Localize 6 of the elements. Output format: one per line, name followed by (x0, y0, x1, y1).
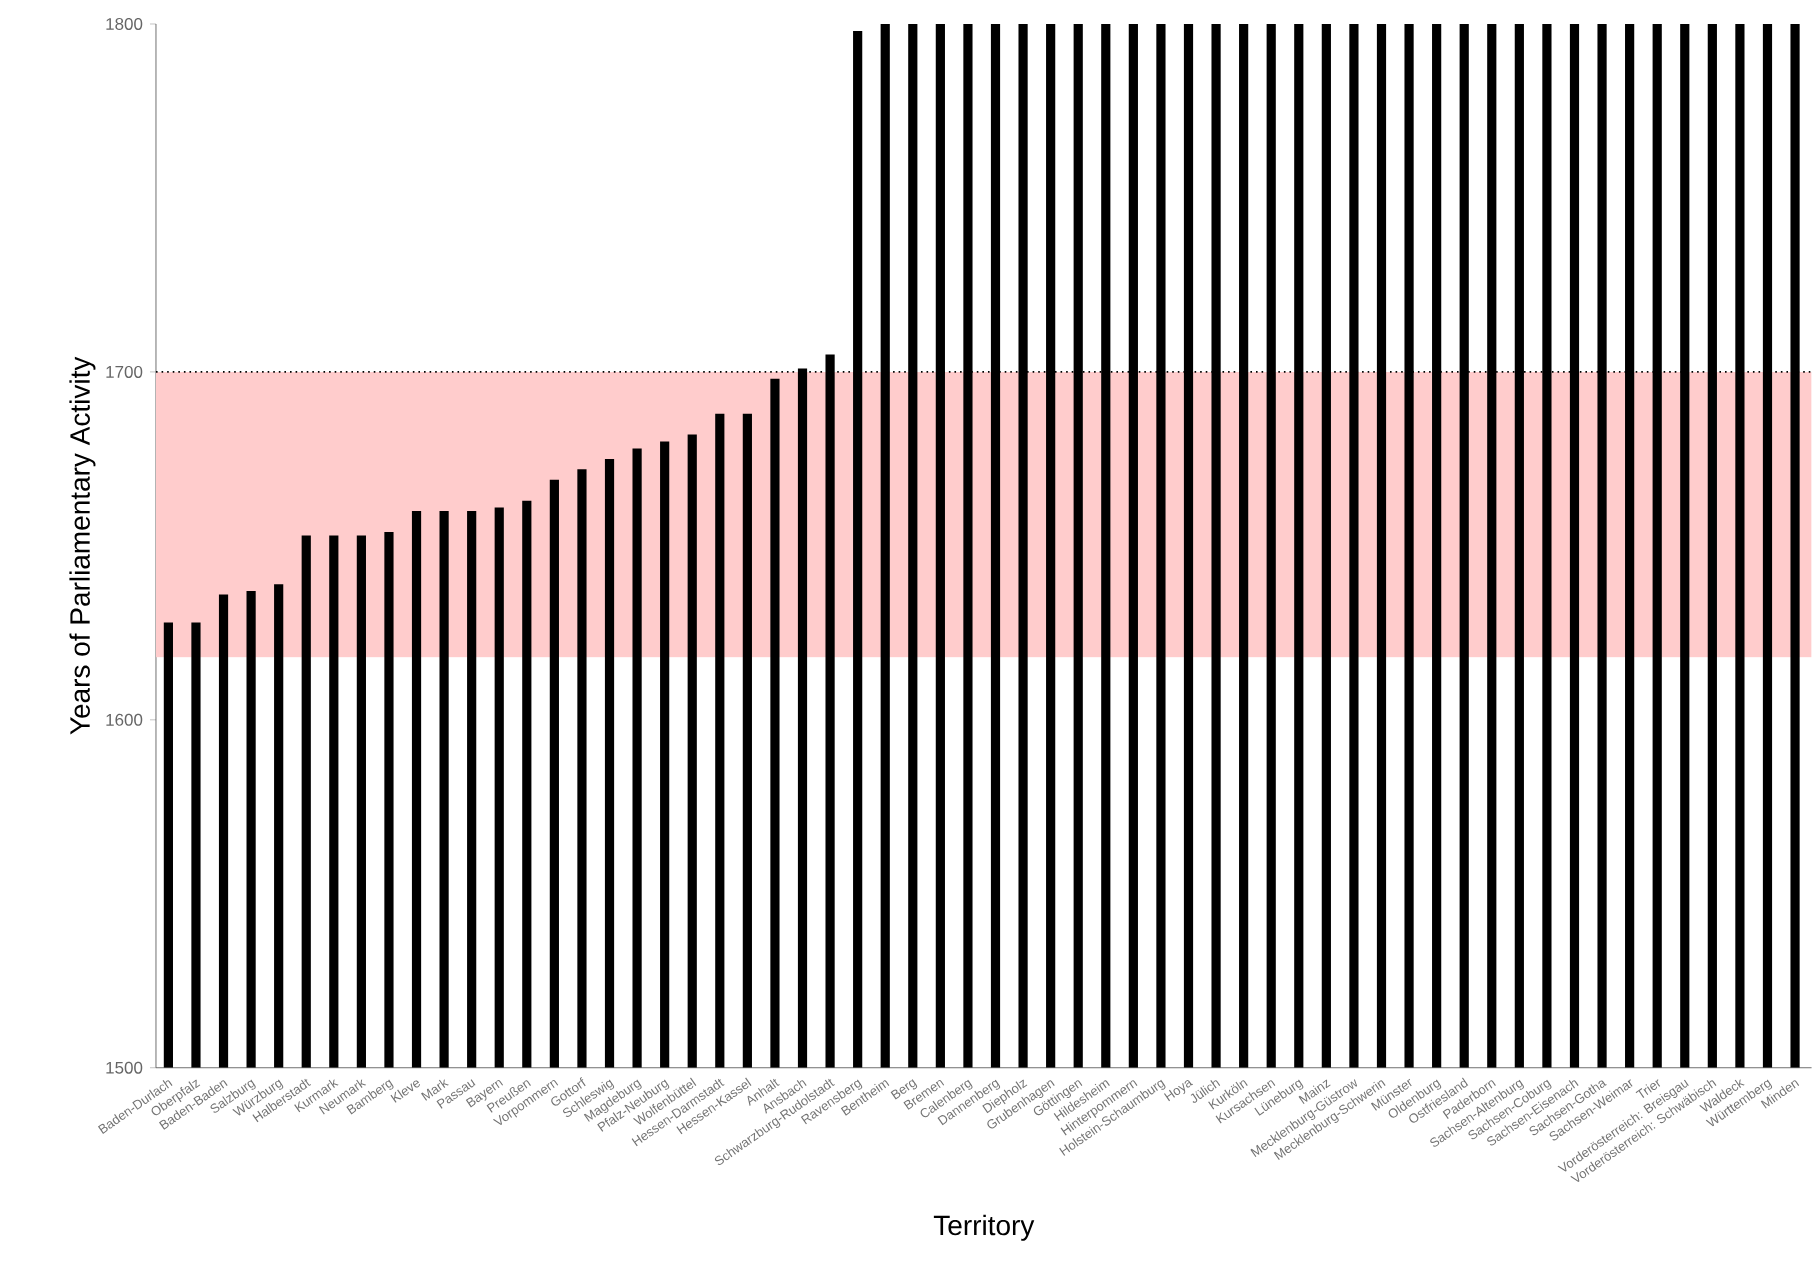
y-tick-label: 1500 (106, 1061, 143, 1074)
y-axis-title: Years of Parliamentary Activity (69, 356, 96, 735)
y-tick-label: 1600 (106, 713, 143, 726)
y-tick-label: 1800 (106, 18, 143, 31)
x-axis-title: Territory (933, 1214, 1035, 1241)
y-tick-label: 1700 (106, 366, 143, 379)
